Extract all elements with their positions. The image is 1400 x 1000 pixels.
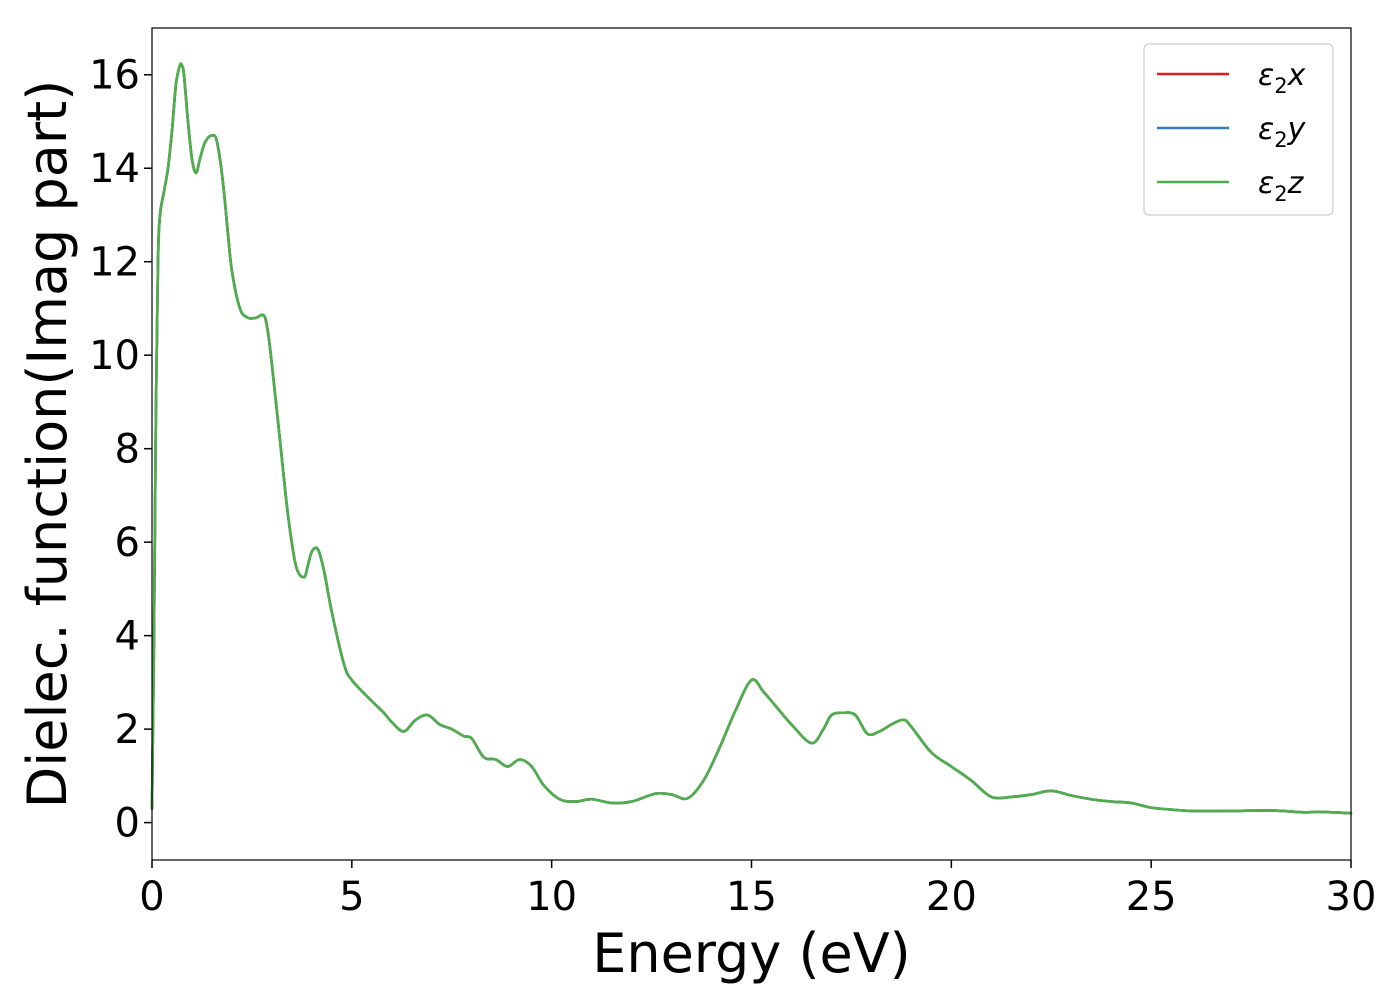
x-axis-ticks: 0 5 10 15 20 25 30	[139, 860, 1376, 920]
legend-label: ε2x	[1258, 58, 1306, 98]
x-tick-label: 15	[726, 874, 777, 920]
series-line-z	[150, 62, 1353, 815]
legend-label: ε2z	[1258, 166, 1305, 206]
x-axis-title: Energy (eV)	[592, 922, 911, 985]
y-tick-label: 6	[115, 520, 140, 566]
legend-item-x: ε2x	[1157, 58, 1306, 98]
y-tick-label: 16	[89, 53, 140, 99]
y-tick-label: 2	[115, 707, 140, 753]
y-tick-label: 12	[89, 240, 140, 286]
x-tick-label: 0	[139, 874, 164, 920]
legend-box	[1143, 43, 1334, 216]
x-tick-label: 30	[1326, 874, 1377, 920]
y-axis-title: Dielec. function(Imag part)	[16, 80, 79, 809]
y-tick-label: 8	[115, 427, 140, 473]
y-tick-label: 4	[115, 614, 140, 660]
y-axis-ticks: 0 2 4 6 8 10 12 14 16	[89, 53, 152, 847]
series-layer	[150, 62, 1353, 815]
legend-items: ε2x ε2y ε2z	[1157, 58, 1307, 206]
legend-label: ε2y	[1258, 112, 1307, 152]
y-tick-label: 10	[89, 333, 140, 379]
y-tick-label: 0	[115, 801, 140, 847]
x-tick-label: 5	[339, 874, 364, 920]
x-tick-label: 10	[526, 874, 577, 920]
x-tick-label: 20	[926, 874, 977, 920]
legend-item-z: ε2z	[1157, 166, 1305, 206]
x-tick-label: 25	[1126, 874, 1177, 920]
y-tick-label: 14	[89, 146, 140, 192]
legend-item-y: ε2y	[1157, 112, 1307, 152]
legend: ε2x ε2y ε2z	[1143, 43, 1334, 216]
